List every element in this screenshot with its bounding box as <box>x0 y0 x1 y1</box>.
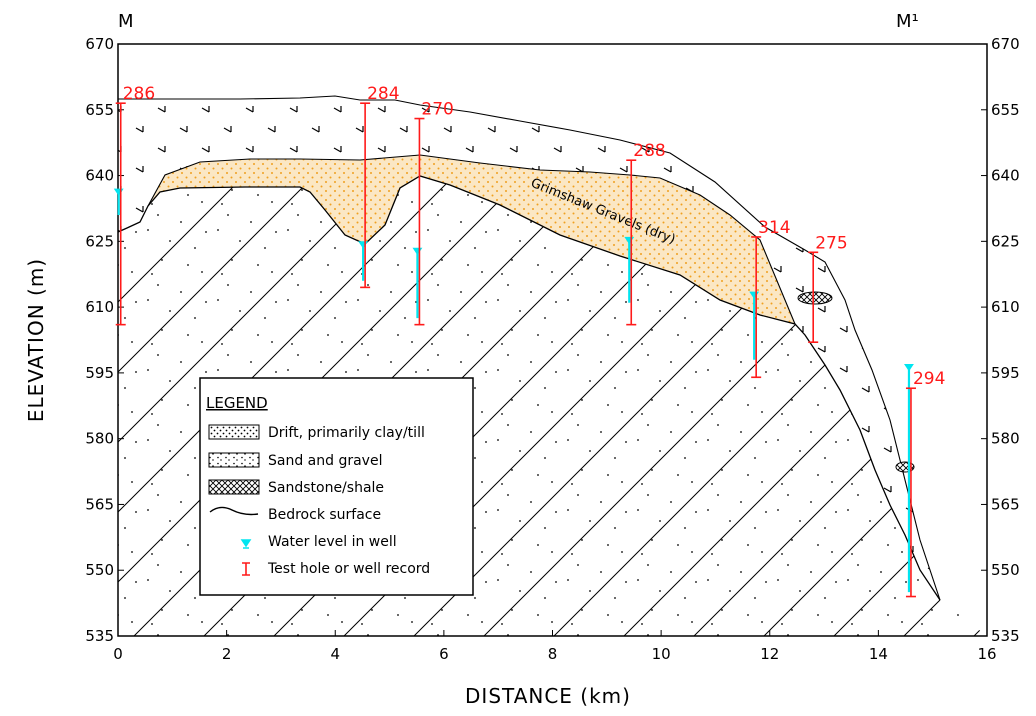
y-tick-label: 565 <box>85 495 114 513</box>
y-tick-label: 610 <box>991 298 1020 316</box>
bedrock-surface-line <box>118 175 941 601</box>
y-tick-label: 595 <box>991 364 1020 382</box>
y-tick-label: 595 <box>85 364 114 382</box>
well-275: 275 <box>808 233 848 343</box>
legend-label: Water level in well <box>268 534 397 550</box>
water-level-icon <box>240 539 252 549</box>
well-label: 275 <box>815 233 847 253</box>
water-level-marker <box>904 364 914 372</box>
y-tick-label: 550 <box>85 561 114 579</box>
x-tick-label: 6 <box>439 645 449 663</box>
section-label-left: M <box>118 11 134 32</box>
legend-symbol-sandstone <box>208 479 260 495</box>
y-tick-label: 535 <box>991 627 1020 645</box>
gravel-top-line <box>147 154 796 325</box>
x-tick-label: 4 <box>330 645 340 663</box>
well-270: 270 <box>412 100 454 326</box>
x-ticks: 0 2 4 6 8 10 12 14 16 <box>113 630 997 663</box>
legend-label: Sand and gravel <box>268 453 382 469</box>
legend-label: Sandstone/shale <box>268 480 384 496</box>
well-314: 314 <box>749 218 791 379</box>
legend-label: Bedrock surface <box>268 507 381 523</box>
sandstone-lens <box>797 291 833 305</box>
y-tick-label: 670 <box>991 35 1020 53</box>
well-label: 270 <box>421 100 453 120</box>
y-tick-label: 610 <box>85 298 114 316</box>
grimshaw-gravels-unit <box>148 155 795 324</box>
legend: LEGEND Drift, primarily clay/till Sand a… <box>199 377 474 596</box>
x-axis-title: DISTANCE (km) <box>465 684 631 708</box>
well-286: 286 <box>113 84 155 326</box>
y-tick-label: 655 <box>85 101 114 119</box>
legend-label: Drift, primarily clay/till <box>268 425 425 441</box>
y-tick-label: 535 <box>85 627 114 645</box>
y-tick-label: 625 <box>991 232 1020 250</box>
y-tick-label: 550 <box>991 561 1020 579</box>
well-label: 286 <box>123 84 155 104</box>
legend-symbol-bedrock-line <box>209 506 259 516</box>
x-tick-label: 12 <box>760 645 779 663</box>
well-label: 294 <box>913 369 945 389</box>
legend-label: Test hole or well record <box>267 561 430 577</box>
y-tick-label: 655 <box>991 101 1020 119</box>
y-tick-label: 670 <box>85 35 114 53</box>
y-tick-label: 580 <box>991 430 1020 448</box>
x-tick-label: 16 <box>977 645 996 663</box>
test-hole-icon <box>242 562 250 576</box>
y-tick-label: 625 <box>85 232 114 250</box>
well-label: 284 <box>367 84 399 104</box>
x-tick-label: 0 <box>113 645 123 663</box>
y-ticks-left: 670 655 640 625 610 595 580 565 550 535 <box>85 35 124 645</box>
ground-surface-line <box>118 95 941 601</box>
legend-symbol-drift <box>208 424 260 440</box>
legend-symbol-sand <box>208 452 260 468</box>
legend-item: Bedrock surface <box>209 506 381 523</box>
well-294: 294 <box>904 364 945 598</box>
section-label-right: M¹ <box>896 11 919 32</box>
well-284: 284 <box>358 84 400 289</box>
well-288: 288 <box>624 141 666 326</box>
x-tick-label: 8 <box>548 645 558 663</box>
y-tick-label: 640 <box>991 167 1020 185</box>
legend-title: LEGEND <box>206 394 268 412</box>
x-tick-label: 14 <box>869 645 888 663</box>
legend-item: Drift, primarily clay/till <box>208 424 425 441</box>
wells-layer: 286 284 270 288 314 275 294 <box>113 84 945 598</box>
well-label: 288 <box>633 141 665 161</box>
y-tick-label: 565 <box>991 495 1020 513</box>
drift-unit <box>118 96 940 600</box>
well-label: 314 <box>758 218 790 238</box>
y-tick-label: 580 <box>85 430 114 448</box>
x-tick-label: 10 <box>652 645 671 663</box>
legend-item: Water level in well <box>240 534 397 550</box>
legend-item: Sand and gravel <box>208 452 382 469</box>
y-ticks-right: 670 655 640 625 610 595 580 565 550 535 <box>981 35 1020 645</box>
y-axis-title: ELEVATION (m) <box>24 258 48 422</box>
y-tick-label: 640 <box>85 167 114 185</box>
legend-item: Test hole or well record <box>242 561 430 577</box>
legend-item: Sandstone/shale <box>208 479 384 496</box>
x-tick-label: 2 <box>222 645 232 663</box>
